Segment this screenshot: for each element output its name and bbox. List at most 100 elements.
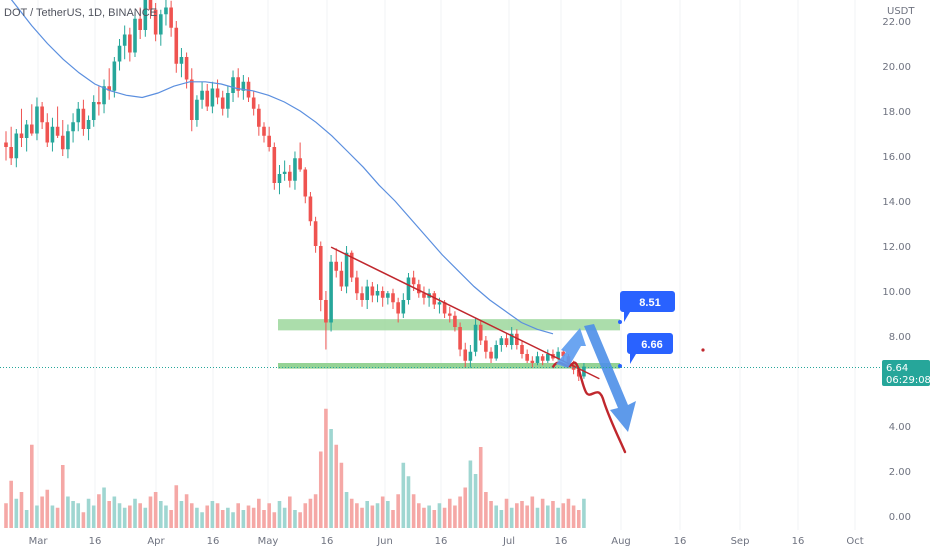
moving-average	[10, 0, 554, 335]
price-tick-label: 8.00	[889, 332, 911, 343]
candle-body	[159, 14, 163, 35]
time-tick-label: Aug	[611, 536, 631, 547]
volume-bar	[576, 510, 581, 528]
candle-body	[76, 108, 81, 123]
volume-bar	[349, 498, 354, 528]
currency-label: USDT	[887, 6, 915, 17]
price-tick-label: 18.00	[882, 107, 911, 118]
volume-bar	[453, 505, 457, 528]
candle-body	[546, 354, 550, 361]
volume-bars	[4, 408, 586, 528]
candle-body	[360, 293, 364, 300]
volume-bar	[515, 503, 519, 528]
candle-body	[478, 324, 483, 341]
volume-bar	[153, 492, 158, 528]
bullish-arrow	[556, 328, 586, 368]
volume-bar	[375, 503, 380, 528]
volume-bar	[164, 505, 168, 528]
volume-bar	[525, 505, 529, 528]
upper-target-text: 8.51	[639, 297, 660, 309]
candle-body	[422, 293, 426, 298]
volume-bar	[556, 507, 560, 528]
volume-bar	[288, 496, 292, 528]
target-label-8-51: 8.51	[620, 291, 675, 322]
bearish-arrow	[584, 324, 636, 432]
resistance-zone	[278, 319, 620, 331]
candle-body	[370, 286, 375, 296]
volume-bar	[520, 501, 524, 528]
volume-bar	[277, 501, 282, 528]
volume-bar	[30, 444, 34, 528]
price-tick-label: 14.00	[882, 197, 911, 208]
candle-body	[396, 302, 400, 314]
volume-bar	[391, 510, 395, 528]
volume-bar	[71, 501, 75, 528]
volume-bar	[251, 507, 256, 528]
time-tick-label: 16	[207, 536, 220, 547]
volume-bar	[365, 501, 369, 528]
volume-bar	[138, 503, 142, 528]
candle-body	[66, 131, 70, 150]
volume-bar	[169, 510, 173, 528]
candle-body	[468, 351, 473, 361]
lower-target-text: 6.66	[641, 339, 662, 351]
volume-bar	[432, 510, 437, 528]
candle-body	[484, 340, 488, 352]
volume-bar	[159, 501, 163, 528]
volume-bar	[241, 510, 246, 528]
candle-body	[24, 124, 29, 138]
volume-bar	[66, 496, 70, 528]
volume-bar	[329, 429, 333, 528]
candle-body	[504, 338, 509, 345]
volume-bar	[530, 496, 535, 528]
candle-body	[349, 252, 354, 278]
candle-body	[35, 106, 39, 134]
candle-body	[97, 102, 101, 105]
candle-body	[143, 0, 148, 30]
volume-bar	[267, 503, 271, 528]
volume-bar	[220, 510, 225, 528]
candle-body	[525, 354, 529, 361]
volume-bar	[535, 507, 540, 528]
candle-body	[437, 302, 442, 305]
candle-body	[401, 300, 406, 314]
volume-bar	[174, 485, 179, 528]
target-label-6-66: 6.66	[627, 333, 673, 364]
volume-bar	[246, 505, 251, 528]
candle-body	[411, 277, 416, 285]
price-tick-label: 22.00	[882, 17, 911, 28]
volume-bar	[396, 494, 400, 528]
volume-bar	[128, 505, 132, 528]
volume-bar	[582, 498, 586, 528]
volume-bar	[380, 496, 385, 528]
volume-bar	[463, 487, 468, 528]
candle-body	[365, 286, 369, 300]
time-tick-label: 16	[321, 536, 334, 547]
volume-bar	[81, 512, 86, 528]
current-price-text: 6.64	[886, 363, 908, 374]
volume-bar	[417, 503, 421, 528]
price-tick-label: 2.00	[889, 467, 911, 478]
volume-bar	[272, 512, 277, 528]
volume-bar	[478, 447, 483, 528]
symbol-title: DOT / TetherUS, 1D, BINANCE	[4, 7, 157, 19]
candle-body	[308, 196, 313, 222]
candle-body	[432, 293, 437, 305]
volume-bar	[468, 460, 473, 528]
candle-body	[556, 351, 560, 359]
candle-body	[515, 333, 519, 345]
candle-body	[30, 124, 34, 134]
time-tick-label: 16	[792, 536, 805, 547]
candle-body	[220, 97, 225, 109]
time-axis: Mar 16 Apr 16 May 16 Jun 16 Jul 16 Aug 16 Sep 16 Oct	[29, 536, 864, 547]
candle-body	[226, 93, 230, 109]
volume-bar	[50, 505, 55, 528]
candle-body	[282, 171, 287, 174]
candle-body	[71, 122, 75, 132]
volume-bar	[427, 505, 431, 528]
volume-bar	[143, 507, 148, 528]
volume-bar	[561, 503, 566, 528]
candle-body	[406, 277, 411, 300]
candle-body	[40, 106, 44, 123]
